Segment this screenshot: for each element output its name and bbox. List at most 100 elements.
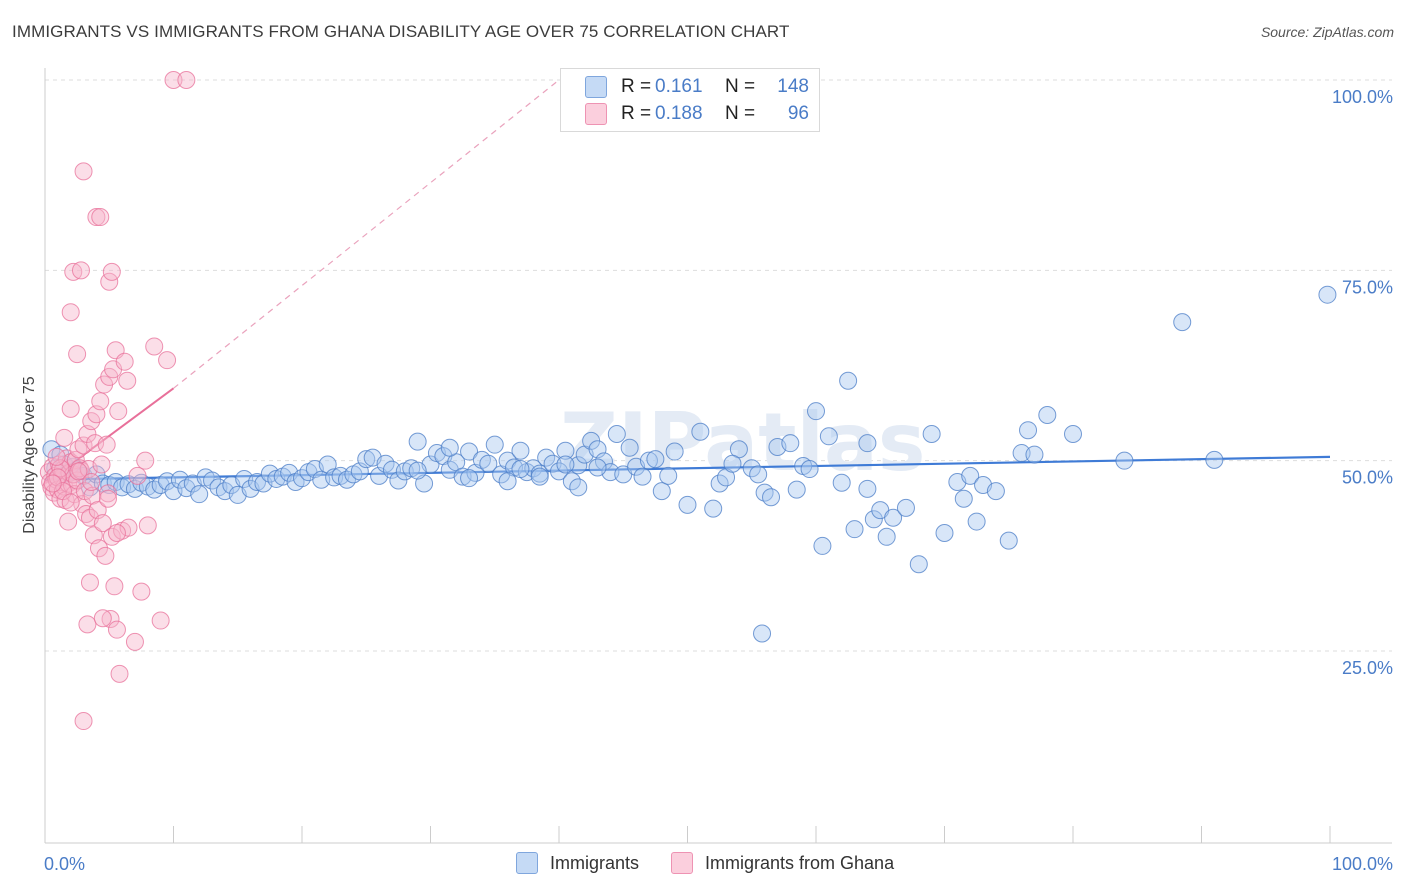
data-point-ghana bbox=[61, 399, 80, 418]
data-point-immigrants bbox=[691, 422, 710, 441]
data-point-immigrants bbox=[755, 483, 774, 502]
data-point-ghana bbox=[61, 493, 80, 512]
data-point-immigrants bbox=[530, 467, 549, 486]
legend: R = 0.161 N = 148 R = 0.188 N = 96 bbox=[560, 68, 820, 132]
legend-swatch-immigrants bbox=[585, 76, 607, 98]
data-point-immigrants bbox=[1019, 421, 1038, 440]
data-point-immigrants bbox=[460, 442, 479, 461]
data-point-immigrants bbox=[190, 485, 209, 504]
data-point-immigrants bbox=[1115, 451, 1134, 470]
data-point-immigrants bbox=[896, 498, 915, 517]
data-point-immigrants bbox=[704, 499, 723, 518]
grid-lines bbox=[45, 79, 1392, 652]
data-point-immigrants bbox=[543, 454, 562, 473]
data-point-immigrants bbox=[864, 510, 883, 529]
y-tick-label: 100.0% bbox=[1332, 87, 1393, 107]
data-point-immigrants bbox=[839, 371, 858, 390]
data-point-immigrants bbox=[652, 482, 671, 501]
legend-n-value: 96 bbox=[787, 103, 809, 124]
data-point-ghana bbox=[91, 208, 110, 227]
data-point-ghana bbox=[118, 371, 137, 390]
data-point-ghana bbox=[80, 573, 99, 592]
data-point-immigrants bbox=[511, 460, 530, 479]
data-point-immigrants bbox=[762, 488, 781, 507]
data-point-immigrants bbox=[479, 454, 498, 473]
legend-r-value: 0.161 bbox=[655, 76, 703, 97]
data-point-immigrants bbox=[556, 455, 575, 474]
data-point-immigrants bbox=[665, 442, 684, 461]
data-point-immigrants bbox=[248, 472, 267, 491]
data-point-immigrants bbox=[498, 472, 517, 491]
data-point-immigrants bbox=[967, 512, 986, 531]
data-point-immigrants bbox=[1025, 445, 1044, 464]
x-tick-label: 100.0% bbox=[1332, 854, 1393, 874]
data-point-ghana bbox=[89, 539, 108, 558]
data-point-immigrants bbox=[935, 523, 954, 542]
data-point-ghana bbox=[115, 352, 134, 371]
legend-swatch-ghana bbox=[585, 103, 607, 125]
data-point-ghana bbox=[55, 428, 74, 447]
legend-row-ghana: R = 0.188 N = 96 bbox=[585, 102, 809, 126]
y-tick-label: 75.0% bbox=[1342, 277, 1393, 297]
data-point-immigrants bbox=[440, 438, 459, 457]
data-point-immigrants bbox=[408, 432, 427, 451]
data-point-ghana bbox=[177, 71, 196, 89]
data-point-immigrants bbox=[357, 450, 376, 469]
data-point-ghana bbox=[107, 620, 126, 639]
data-point-ghana bbox=[96, 546, 115, 565]
data-point-immigrants bbox=[753, 624, 772, 643]
data-point-ghana bbox=[47, 447, 66, 466]
data-point-immigrants bbox=[877, 527, 896, 546]
data-point-immigrants bbox=[1173, 313, 1192, 332]
trend-line-ghana-extension bbox=[173, 79, 560, 389]
chart-source: Source: ZipAtlas.com bbox=[1260, 24, 1394, 40]
bottom-legend-swatch-immigrants bbox=[516, 852, 538, 874]
legend-r-value: 0.188 bbox=[655, 103, 703, 124]
bottom-legend-immigrants: Immigrants bbox=[516, 852, 639, 874]
bottom-legend-swatch-ghana bbox=[671, 852, 694, 874]
data-point-immigrants bbox=[569, 456, 588, 475]
data-point-immigrants bbox=[620, 438, 639, 457]
data-point-immigrants bbox=[607, 425, 626, 444]
data-point-immigrants bbox=[639, 451, 658, 470]
data-point-immigrants bbox=[986, 482, 1005, 501]
data-point-ghana bbox=[128, 466, 147, 485]
data-point-immigrants bbox=[550, 462, 568, 481]
data-point-ghana bbox=[110, 664, 129, 683]
series-immigrants-from-ghana bbox=[39, 71, 196, 731]
data-point-immigrants bbox=[485, 435, 504, 454]
data-point-immigrants bbox=[646, 450, 665, 469]
data-point-ghana bbox=[83, 486, 102, 505]
data-point-ghana bbox=[61, 303, 80, 322]
data-point-ghana bbox=[92, 455, 111, 474]
data-point-immigrants bbox=[800, 460, 819, 479]
data-point-immigrants bbox=[845, 520, 864, 539]
series-immigrants bbox=[42, 285, 1337, 643]
data-point-immigrants bbox=[659, 466, 678, 485]
data-point-immigrants bbox=[382, 460, 401, 479]
data-point-immigrants bbox=[1318, 285, 1337, 304]
data-point-ghana bbox=[109, 402, 128, 421]
data-point-ghana bbox=[82, 472, 101, 491]
legend-n-label: N = bbox=[725, 103, 756, 124]
data-point-ghana bbox=[74, 162, 93, 181]
data-point-immigrants bbox=[1205, 450, 1224, 469]
data-point-ghana bbox=[98, 489, 117, 508]
data-point-immigrants bbox=[749, 465, 768, 484]
data-point-ghana bbox=[138, 516, 157, 535]
data-point-ghana bbox=[98, 484, 117, 503]
data-point-ghana bbox=[107, 523, 126, 542]
data-point-ghana bbox=[91, 392, 110, 411]
data-point-immigrants bbox=[460, 469, 479, 488]
data-point-ghana bbox=[97, 435, 116, 454]
data-point-ghana bbox=[125, 632, 144, 651]
data-point-immigrants bbox=[819, 427, 838, 446]
legend-n-label: N = bbox=[725, 76, 756, 97]
data-point-immigrants bbox=[999, 531, 1018, 550]
watermark: ZIPatlas bbox=[560, 396, 926, 489]
chart-title: IMMIGRANTS VS IMMIGRANTS FROM GHANA DISA… bbox=[12, 22, 790, 41]
data-point-ghana bbox=[78, 615, 97, 634]
data-point-ghana bbox=[119, 518, 138, 537]
data-point-ghana bbox=[158, 351, 177, 370]
data-point-immigrants bbox=[813, 536, 832, 555]
